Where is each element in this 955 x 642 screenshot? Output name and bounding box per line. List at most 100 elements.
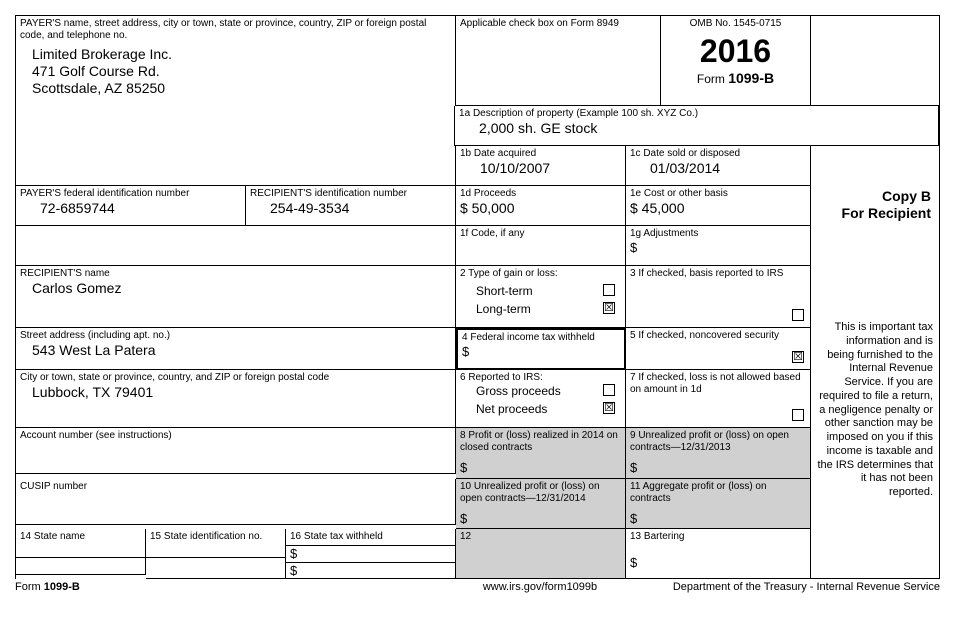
cusip-box: CUSIP number <box>16 479 456 525</box>
footer-form-no: 1099-B <box>44 581 80 593</box>
payer-id-label: PAYER'S federal identification number <box>20 188 241 200</box>
box-10-value: $ <box>460 505 621 527</box>
box-1b-value: 10/10/2007 <box>460 160 621 177</box>
city-box: City or town, state or province, country… <box>16 370 456 428</box>
box-13-value: $ <box>630 543 806 571</box>
footer-dept: Department of the Treasury - Internal Re… <box>625 581 940 593</box>
box-15: 15 State identification no. <box>146 529 286 579</box>
copy-b: Copy B For Recipient <box>811 186 939 226</box>
box-12: 12 <box>456 529 626 579</box>
recip-id-box: RECIPIENT'S identification number 254-49… <box>246 186 456 226</box>
street-box: Street address (including apt. no.) 543 … <box>16 328 456 370</box>
payer-name: Limited Brokerage Inc. <box>32 46 451 63</box>
payer-addr2: Scottsdale, AZ 85250 <box>32 80 451 97</box>
footer-form-pre: Form <box>15 581 44 593</box>
box-5: 5 If checked, noncovered security ☒ <box>626 328 811 370</box>
box-1c-value: 01/03/2014 <box>630 160 806 177</box>
box-1a-value: 2,000 sh. GE stock <box>459 120 934 137</box>
box-1e-label: 1e Cost or other basis <box>630 188 806 200</box>
box-1c: 1c Date sold or disposed 01/03/2014 <box>626 146 811 186</box>
box-2-opt2: Long-term <box>476 302 531 316</box>
form-1099b: PAYER'S name, street address, city or to… <box>15 15 940 579</box>
box-1a: 1a Description of property (Example 100 … <box>455 106 939 146</box>
box-2-check2: ☒ <box>603 302 615 314</box>
box-6-check2: ☒ <box>603 402 615 414</box>
city-value: Lubbock, TX 79401 <box>20 384 451 401</box>
box-9-label: 9 Unrealized profit or (loss) on open co… <box>630 430 806 454</box>
box-16-v2: $ <box>286 562 455 579</box>
box-1b-label: 1b Date acquired <box>460 148 621 160</box>
recip-id-value: 254-49-3534 <box>250 200 451 217</box>
box-6-opt2: Net proceeds <box>476 402 547 416</box>
city-label: City or town, state or province, country… <box>20 372 451 384</box>
box-5-label: 5 If checked, noncovered security <box>630 330 806 342</box>
box-10: 10 Unrealized profit or (loss) on open c… <box>456 479 626 530</box>
box-4: 4 Federal income tax withheld $ <box>456 328 626 370</box>
box-6: 6 Reported to IRS: Gross proceeds Net pr… <box>456 370 626 428</box>
box-1e: 1e Cost or other basis $ 45,000 <box>626 186 811 226</box>
copy-b-line1: Copy B <box>815 188 931 205</box>
box-6-label: 6 Reported to IRS: <box>460 372 621 384</box>
box-1c-label: 1c Date sold or disposed <box>630 148 806 160</box>
box-8-label: 8 Profit or (loss) realized in 2014 on c… <box>460 430 621 454</box>
cusip-label: CUSIP number <box>20 481 451 493</box>
form-footer: Form 1099-B www.irs.gov/form1099b Depart… <box>15 579 940 593</box>
box-1g-value: $ <box>630 240 806 256</box>
box-14-label: 14 State name <box>16 529 145 545</box>
box-16-v1: $ <box>286 545 455 562</box>
box-13: 13 Bartering $ <box>626 529 811 579</box>
box-1e-value: $ 45,000 <box>630 200 806 217</box>
notice-text: This is important tax information and is… <box>811 321 939 500</box>
form8949-label: Applicable check box on Form 8949 <box>460 18 656 30</box>
box-14: 14 State name <box>16 529 146 575</box>
box-1b: 1b Date acquired 10/10/2007 <box>456 146 626 186</box>
box-8-value: $ <box>460 454 621 476</box>
box-1g-label: 1g Adjustments <box>630 228 806 240</box>
box-16: 16 State tax withheld $ $ <box>286 529 456 579</box>
box-12-label: 12 <box>460 531 621 543</box>
box-1d-value: $ 50,000 <box>460 200 621 217</box>
payer-label: PAYER'S name, street address, city or to… <box>20 18 451 42</box>
box-6-check1 <box>603 384 615 396</box>
box-1d: 1d Proceeds $ 50,000 <box>456 186 626 226</box>
box-1g: 1g Adjustments $ <box>626 226 811 266</box>
payer-id-box: PAYER'S federal identification number 72… <box>16 186 246 226</box>
notice-block <box>811 266 939 328</box>
box-7-check <box>792 409 804 421</box>
copy-b-line2: For Recipient <box>815 205 931 222</box>
box-9: 9 Unrealized profit or (loss) on open co… <box>626 428 811 479</box>
payer-block: PAYER'S name, street address, city or to… <box>16 16 456 106</box>
footer-url: www.irs.gov/form1099b <box>455 581 625 593</box>
box-7: 7 If checked, loss is not allowed based … <box>626 370 811 428</box>
box-11-label: 11 Aggregate profit or (loss) on contrac… <box>630 481 806 505</box>
account-box: Account number (see instructions) <box>16 428 456 474</box>
recipient-box: RECIPIENT'S name Carlos Gomez <box>16 266 456 328</box>
box-3-check <box>792 309 804 321</box>
box-2: 2 Type of gain or loss: Short-term Long-… <box>456 266 626 328</box>
recipient-value: Carlos Gomez <box>20 280 451 297</box>
payer-addr1: 471 Golf Course Rd. <box>32 63 451 80</box>
box-3-label: 3 If checked, basis reported to IRS <box>630 268 806 280</box>
box-5-check: ☒ <box>792 351 804 363</box>
street-label: Street address (including apt. no.) <box>20 330 451 342</box>
box-11: 11 Aggregate profit or (loss) on contrac… <box>626 479 811 530</box>
form-number-top: Form 1099-B <box>661 70 810 87</box>
box-2-opt1: Short-term <box>476 284 533 298</box>
form8949-box: Applicable check box on Form 8949 <box>456 16 661 106</box>
box-1a-label: 1a Description of property (Example 100 … <box>459 108 934 120</box>
box-7-label: 7 If checked, loss is not allowed based … <box>630 372 806 396</box>
box-13-label: 13 Bartering <box>630 531 806 543</box>
box-3: 3 If checked, basis reported to IRS <box>626 266 811 328</box>
box-1f-label: 1f Code, if any <box>460 228 621 240</box>
year-block: OMB No. 1545-0715 2016 Form 1099-B <box>661 16 811 106</box>
box-8: 8 Profit or (loss) realized in 2014 on c… <box>456 428 626 479</box>
box-1d-label: 1d Proceeds <box>460 188 621 200</box>
payer-id-value: 72-6859744 <box>20 200 241 217</box>
tax-year: 2016 <box>661 32 810 70</box>
box-9-value: $ <box>630 454 806 476</box>
recipient-label: RECIPIENT'S name <box>20 268 451 280</box>
box-1f: 1f Code, if any <box>456 226 626 266</box>
box-16-label: 16 State tax withheld <box>286 529 455 545</box>
box-15-label: 15 State identification no. <box>146 529 285 545</box>
box-2-label: 2 Type of gain or loss: <box>460 268 621 280</box>
